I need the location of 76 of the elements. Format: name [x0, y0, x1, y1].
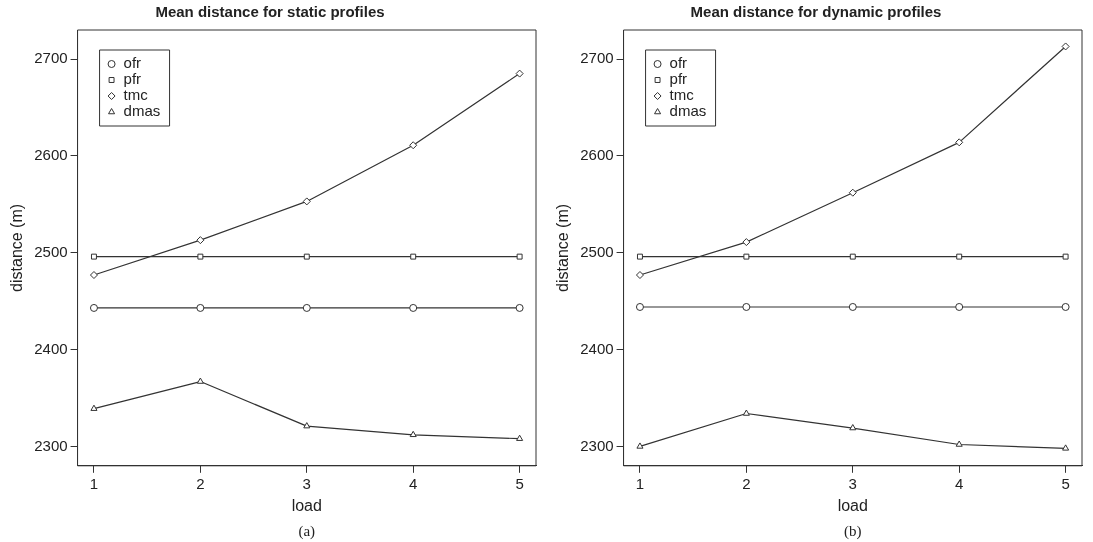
point	[1062, 253, 1069, 260]
x-tick-label: 1	[635, 474, 645, 492]
point	[636, 442, 644, 449]
chart-title: Mean distance for dynamic profiles	[690, 3, 942, 21]
legend-label: ofr	[669, 54, 688, 72]
point	[516, 253, 523, 260]
legend-label: dmas	[123, 102, 161, 120]
point	[955, 138, 964, 147]
y-axis-title: distance (m)	[8, 203, 26, 292]
point	[1061, 42, 1070, 51]
point	[196, 236, 205, 245]
x-axis-title: load	[291, 496, 322, 514]
text: (b)	[844, 523, 862, 541]
x-tick-label: 4	[955, 474, 964, 492]
point	[303, 253, 310, 260]
point	[516, 434, 524, 441]
chart-title: Mean distance for static profiles	[155, 3, 385, 21]
y-tick-label: 2600	[580, 146, 614, 164]
x-tick-label: 1	[89, 474, 99, 492]
point	[1062, 444, 1070, 451]
point	[635, 302, 644, 311]
point	[742, 238, 751, 247]
y-tick-label: 2400	[34, 339, 68, 357]
point	[742, 409, 750, 416]
point	[89, 303, 98, 312]
x-tick-label: 3	[848, 474, 857, 492]
x-axis-title: load	[837, 496, 868, 514]
point	[955, 302, 964, 311]
legend-label: pfr	[669, 70, 688, 88]
point	[90, 253, 97, 260]
point	[410, 253, 417, 260]
point	[955, 440, 963, 447]
point	[90, 404, 98, 411]
point	[196, 303, 205, 312]
y-tick-label: 2700	[580, 49, 614, 67]
y-axis-title: distance (m)	[554, 203, 572, 292]
point	[515, 303, 524, 312]
x-tick-label: 4	[409, 474, 418, 492]
point	[635, 271, 644, 280]
x-tick-label: 5	[1061, 474, 1070, 492]
legend-label: tmc	[123, 86, 149, 104]
point	[515, 69, 524, 78]
x-tick-label: 2	[196, 474, 205, 492]
legend-label: dmas	[669, 102, 707, 120]
point	[848, 188, 857, 197]
point	[409, 430, 417, 438]
y-tick-label: 2500	[34, 242, 68, 260]
point	[409, 141, 418, 150]
point	[849, 253, 856, 260]
y-tick-label: 2700	[34, 49, 68, 67]
legend-label: pfr	[123, 70, 142, 88]
y-tick-label: 2300	[580, 436, 614, 454]
point	[196, 377, 204, 384]
point	[303, 422, 311, 429]
text: (a)	[298, 523, 316, 541]
point	[89, 271, 98, 280]
x-tick-label: 2	[742, 474, 751, 492]
y-tick-label: 2600	[34, 146, 68, 164]
point	[409, 303, 418, 312]
point	[302, 197, 311, 206]
point	[1061, 302, 1070, 311]
legend-label: ofr	[123, 54, 142, 72]
point	[743, 253, 750, 260]
point	[197, 253, 204, 260]
y-tick-label: 2400	[580, 339, 614, 357]
point	[302, 303, 311, 312]
y-tick-label: 2500	[580, 242, 614, 260]
point	[636, 253, 643, 260]
y-tick-label: 2300	[34, 436, 68, 454]
point	[742, 302, 751, 311]
point	[849, 424, 857, 431]
x-tick-label: 5	[515, 474, 524, 492]
point	[956, 253, 963, 260]
legend-label: tmc	[669, 86, 695, 104]
point	[848, 302, 857, 311]
x-tick-label: 3	[302, 474, 311, 492]
